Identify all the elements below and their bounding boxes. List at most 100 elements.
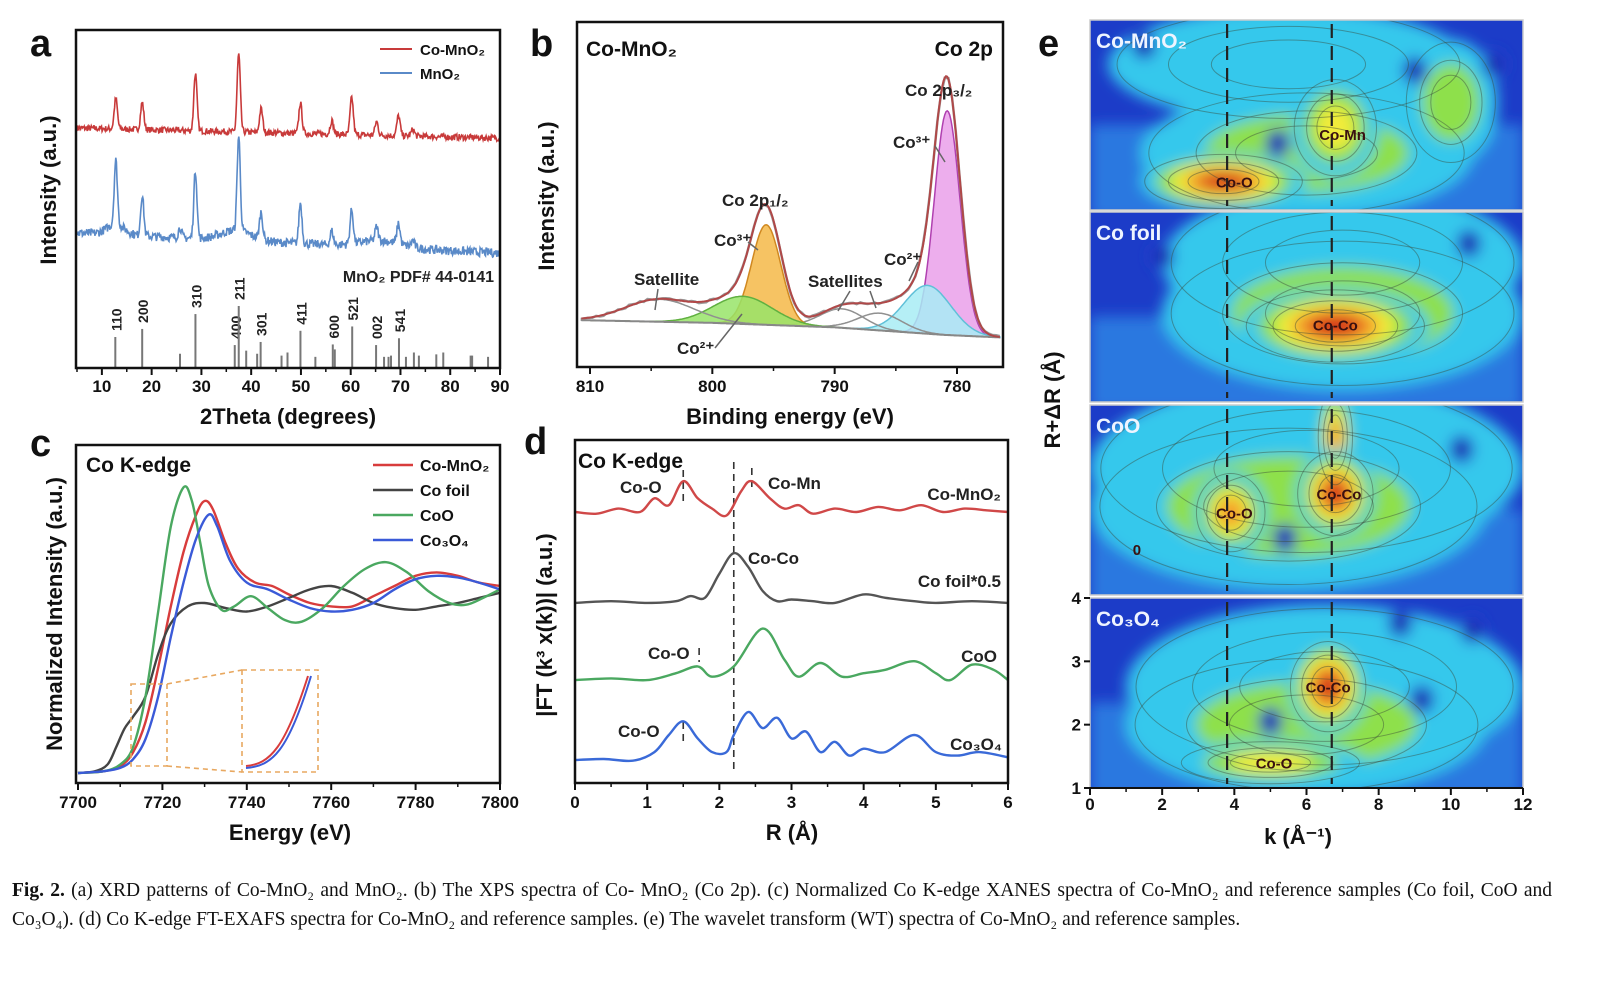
series-label: CoO <box>961 647 997 666</box>
wt-contour <box>1222 262 1464 365</box>
wt-contour <box>1144 153 1303 210</box>
stick-hkl-label: 002 <box>369 315 385 339</box>
wt-contour <box>1135 607 1514 766</box>
wt-contour <box>1293 79 1378 177</box>
annotation-arrow <box>714 313 743 349</box>
wt-feature-label: Co-Co <box>1313 318 1358 335</box>
x-tick-label: 0 <box>570 793 579 812</box>
wt-blob <box>1421 63 1480 142</box>
wt-map-3 <box>1090 598 1523 788</box>
x-axis-label: R (Å) <box>766 819 819 845</box>
wt-contour <box>1322 405 1348 471</box>
panel-title: Co K-edge <box>86 454 191 477</box>
wt-contour <box>1195 110 1418 196</box>
wt-map-title: Co₃O₄ <box>1096 608 1160 631</box>
wt-blob <box>1316 673 1340 701</box>
x-tick-label: 6 <box>1003 793 1012 812</box>
y-axis-label: Intensity (a.u.) <box>36 115 61 264</box>
wt-contour <box>1155 451 1421 562</box>
x-tick-label: 0 <box>1085 795 1094 814</box>
wt-minimum-core <box>1156 249 1169 264</box>
x-tick-label: 1 <box>642 793 651 812</box>
stick-hkl-label: 400 <box>228 315 244 339</box>
xps-annotation: Co 2p₃/₂ <box>905 81 972 100</box>
inset-series <box>245 675 309 767</box>
wt-contour <box>1186 677 1427 772</box>
x-axis-label: Energy (eV) <box>229 820 351 845</box>
xanes-chart: Co-MnO₂ Co foil CoO Co₃O₄ Co K-edge 7700 7720 7… <box>42 443 519 845</box>
wt-contour <box>1316 105 1355 150</box>
wt-feature-label: Co-O <box>1216 506 1253 523</box>
wt-map-title: Co-MnO₂ <box>1096 30 1187 53</box>
legend-label: MnO₂ <box>420 66 460 83</box>
annotation-arrow <box>747 241 759 251</box>
wt-blob <box>1329 419 1342 455</box>
panel-label-e: e <box>1038 23 1059 65</box>
wt-contour <box>1099 427 1478 586</box>
wt-map-2 <box>1090 405 1523 595</box>
wt-intensity-layer <box>1090 212 1523 402</box>
series-label: Co-MnO₂ <box>927 485 1001 504</box>
x-tick-label: 50 <box>291 377 310 396</box>
x-tick-label: 810 <box>576 377 604 396</box>
x-axis-label: 2Theta (degrees) <box>200 404 376 429</box>
wt-contour <box>1192 631 1458 742</box>
wt-contour <box>1264 229 1421 296</box>
x-tick-label: 7780 <box>397 793 435 812</box>
xanes-series <box>77 485 501 775</box>
figure-caption: Fig. 2. (a) XRD patterns of Co-MnO₂ and … <box>12 876 1552 934</box>
bond-annotation: Co-Mn <box>768 474 821 493</box>
wt-minimum-core <box>1408 63 1421 78</box>
stick-hkl-label: 600 <box>326 315 342 339</box>
panel-title-left: Co-MnO₂ <box>586 38 677 61</box>
plot-frame <box>575 20 1005 369</box>
wavelet-chart: Co-MnO₂ Co-O Co-Mn Co foil Co-Co CoO Co-O Co-Co… <box>1039 19 1532 849</box>
wt-contour <box>1170 212 1515 336</box>
wt-contour <box>1430 74 1472 130</box>
y-tick-label: 4 <box>1072 589 1082 608</box>
wt-blob <box>1324 481 1347 507</box>
stick-hkl-label: 521 <box>345 297 361 321</box>
xanes-series <box>77 513 501 775</box>
wt-contour <box>1272 300 1399 352</box>
x-tick-label: 40 <box>242 377 261 396</box>
x-tick-label: 7740 <box>228 793 266 812</box>
plot-frame <box>74 443 502 785</box>
x-tick-label: 2 <box>1157 795 1166 814</box>
zoom-region-box <box>130 683 168 767</box>
legend-label: Co-MnO₂ <box>420 42 485 59</box>
wt-intensity-layer <box>1090 604 1523 788</box>
bond-annotation: Co-O <box>620 478 662 497</box>
wt-contour <box>1148 92 1465 210</box>
wt-contour <box>1229 752 1312 773</box>
x-tick-label: 30 <box>192 377 211 396</box>
wt-blob <box>1308 315 1363 337</box>
wt-contour <box>1206 484 1256 541</box>
wt-intensity-layer <box>1090 20 1523 210</box>
annotation-arrow <box>934 145 946 163</box>
x-tick-label: 7720 <box>143 793 181 812</box>
panel-title: Co K-edge <box>578 450 683 473</box>
panel-label-d: d <box>524 421 547 463</box>
wt-contour <box>1228 694 1385 755</box>
wt-contour <box>1301 654 1356 719</box>
wt-contour <box>1245 289 1425 363</box>
xps-annotation: Co²⁺ <box>677 339 714 358</box>
wt-contour <box>1187 168 1260 195</box>
xps-annotation: Satellite <box>634 270 699 289</box>
wt-frame <box>1089 211 1524 403</box>
wt-contour <box>1167 162 1280 201</box>
wt-feature-label: Co-O <box>1216 175 1253 192</box>
annotation-arrow <box>869 290 877 309</box>
xps-background <box>581 319 1000 339</box>
wt-contour <box>1100 405 1513 554</box>
stick-hkl-label: 211 <box>232 277 248 300</box>
series-label: Co₃O₄ <box>950 735 1002 754</box>
wt-feature-label: Co-Co <box>1306 680 1351 697</box>
wt-contour <box>1306 93 1365 162</box>
wt-contour <box>1214 494 1247 531</box>
y-axis-label: |FT (k³ x(k))| (a.u.) <box>532 533 557 716</box>
wt-contour <box>1294 309 1376 343</box>
panel-label-c: c <box>30 423 51 465</box>
